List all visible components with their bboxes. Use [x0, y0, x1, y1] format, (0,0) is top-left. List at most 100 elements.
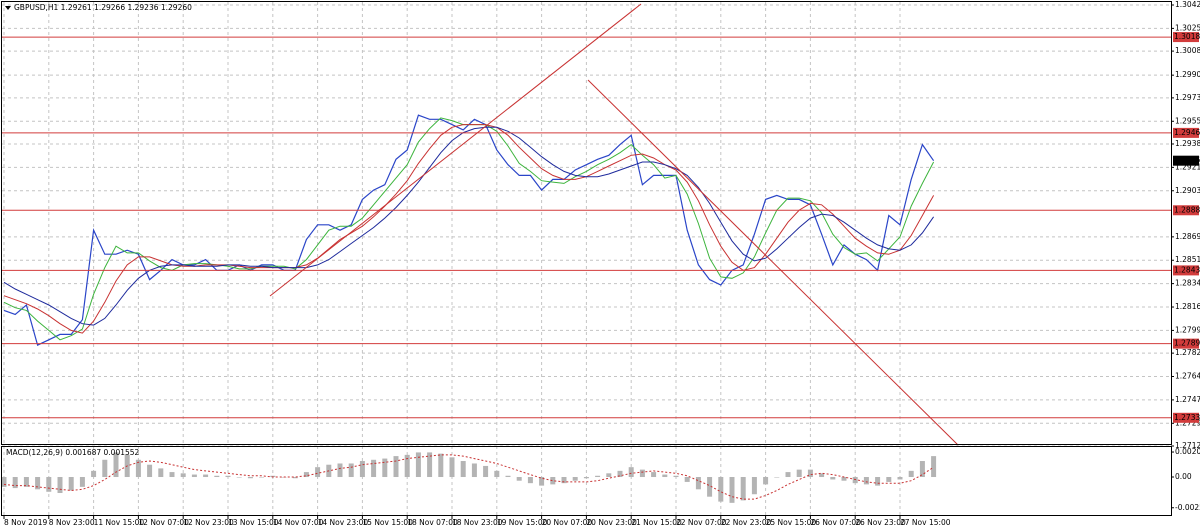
y-tick-label: 1.29555: [1175, 116, 1200, 125]
x-tick-label: 14 Nov 07:00: [273, 518, 324, 527]
macd-bar: [79, 477, 85, 487]
level-label-box: [1173, 127, 1199, 138]
macd-bar: [247, 477, 253, 479]
macd-bar: [337, 463, 343, 478]
macd-bar: [102, 459, 108, 478]
macd-title: MACD(12,26,9) 0.001687 0.001552: [6, 448, 140, 457]
macd-bar: [169, 472, 175, 478]
macd-bar: [639, 469, 645, 478]
y-tick-label: 1.28165: [1175, 302, 1200, 311]
level-label: 1.28889: [1174, 205, 1200, 214]
macd-bar: [91, 470, 97, 478]
macd-bar: [595, 475, 601, 478]
y-tick-label: 1.27820: [1175, 348, 1200, 357]
x-tick-label: 27 Nov 15:00: [900, 518, 951, 527]
macd-bar: [203, 474, 209, 478]
y-tick-label: 1.29385: [1175, 139, 1200, 148]
plot: [1, 36, 1171, 503]
y-tick-label: 1.30080: [1175, 46, 1200, 55]
macd-bar: [516, 477, 522, 481]
x-tick-label: 19 Nov 15:00: [497, 518, 548, 527]
macd-bar: [393, 456, 399, 478]
x-tick-label: 20 Nov 23:00: [586, 518, 637, 527]
macd-bar: [684, 477, 690, 482]
level-label-box: [1173, 338, 1199, 349]
chart-title: GBPUSD,H1 1.29261 1.29266 1.29236 1.2926…: [14, 3, 192, 12]
x-tick-label: 11 Nov 15:00: [94, 518, 145, 527]
y-tick-label: 1.30250: [1175, 23, 1200, 32]
macd-bar: [270, 475, 276, 478]
y-tick-label: 1.29730: [1175, 93, 1200, 102]
last-price-label: 1.29260: [1174, 156, 1200, 165]
macd-bar: [12, 477, 18, 489]
x-tick-label: 12 Nov 23:00: [183, 518, 234, 527]
macd-bar: [897, 477, 903, 480]
macd-bar: [23, 477, 29, 487]
macd-bar: [606, 473, 612, 478]
macd-bar: [841, 477, 847, 481]
macd-bar: [931, 456, 937, 478]
x-tick-label: 18 Nov 23:00: [452, 518, 503, 527]
level-label: 1.27336: [1174, 413, 1200, 422]
x-tick-label: 8 Nov 23:00: [49, 518, 95, 527]
macd-bar: [371, 459, 377, 478]
macd-bar: [1, 477, 7, 487]
x-tick-label: 12 Nov 07:00: [138, 518, 189, 527]
macd-bar: [259, 477, 265, 478]
y-tick-label: 1.28340: [1175, 279, 1200, 288]
y-tick-label: 1.27990: [1175, 325, 1200, 334]
x-tick-label: 15 Nov 15:00: [362, 518, 413, 527]
macd-bar: [46, 477, 52, 492]
macd-bar: [505, 475, 511, 478]
macd-bar: [147, 464, 153, 478]
x-tick-label: 22 Nov 07:00: [676, 518, 727, 527]
y-tick-label: 1.28515: [1175, 255, 1200, 264]
y-tick-label: 1.29210: [1175, 162, 1200, 171]
macd-bar: [740, 477, 746, 501]
y-tick-label: 1.30425: [1175, 0, 1200, 9]
macd-bar: [348, 463, 354, 478]
macd-bar: [180, 473, 186, 478]
macd-bar: [673, 475, 679, 478]
level-label-box: [1173, 265, 1199, 276]
macd-bar: [449, 457, 455, 478]
macd-bar: [763, 477, 769, 485]
macd-bar: [158, 468, 164, 478]
menu-arrow[interactable]: [5, 6, 11, 10]
y-tick-label: 0.00: [1175, 472, 1192, 481]
macd-bar: [303, 472, 309, 478]
y-tick-label: 1.27470: [1175, 395, 1200, 404]
x-tick-label: 8 Nov 2019: [4, 518, 47, 527]
main-panel-frame: [1, 1, 1172, 445]
macd-bar: [483, 465, 489, 478]
macd-bar: [662, 474, 668, 478]
macd-bar: [807, 469, 813, 478]
x-tick-label: 22 Nov 23:00: [721, 518, 772, 527]
x-tick-label: 26 Nov 23:00: [855, 518, 906, 527]
x-tick-label: 21 Nov 15:00: [631, 518, 682, 527]
macd-bar: [214, 475, 220, 478]
x-tick-label: 14 Nov 23:00: [318, 518, 369, 527]
macd-bar: [729, 477, 735, 503]
macd-bar: [785, 472, 791, 478]
macd-bar: [460, 461, 466, 478]
level-label: 1.30185: [1174, 32, 1200, 41]
level-label: 1.29468: [1174, 128, 1200, 137]
macd-bar: [875, 477, 881, 486]
macd-bar: [852, 477, 858, 484]
x-tick-label: 20 Nov 07:00: [542, 518, 593, 527]
macd-bar: [35, 477, 41, 490]
last-price-box: [1173, 155, 1199, 166]
x-tick-label: 26 Nov 07:00: [810, 518, 861, 527]
macd-bar: [404, 454, 410, 478]
macd-bar: [617, 470, 623, 478]
macd-bar: [628, 467, 634, 478]
x-tick-label: 18 Nov 07:00: [407, 518, 458, 527]
macd-panel-frame: [1, 446, 1172, 516]
macd-bar: [908, 470, 914, 478]
y-tick-label: 1.27645: [1175, 372, 1200, 381]
macd-bar: [359, 461, 365, 478]
macd-bar: [830, 477, 836, 480]
